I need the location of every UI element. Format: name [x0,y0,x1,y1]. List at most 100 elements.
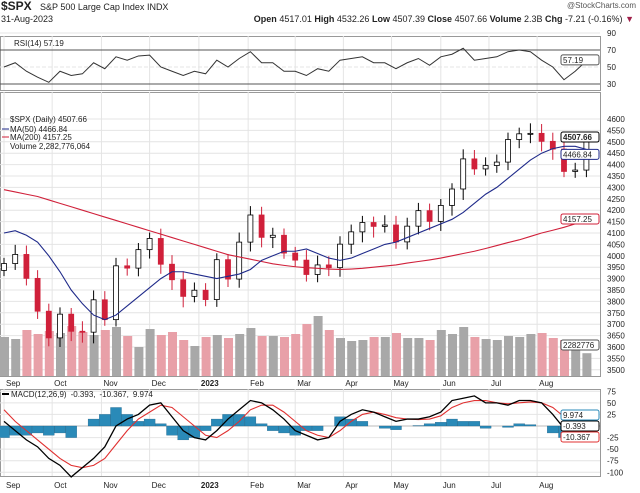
volume-bar [313,316,323,376]
volume-bar [67,326,77,376]
candle-body [325,264,332,269]
volume-bar [134,347,144,376]
macd-histogram-bar [423,423,436,427]
macd-tick-label: -100 [607,468,624,477]
volume-bar [179,340,189,376]
volume-bar [78,332,88,376]
candle-body [538,132,545,142]
low-value: 4507.39 [392,14,426,24]
last-label-close-box [560,131,600,143]
x-tick-label: May [394,379,409,388]
candle-body [527,132,534,135]
candle-body [157,238,164,265]
volume-bar [268,336,278,376]
candle-body [572,169,579,172]
candle-body [258,214,265,238]
volume-bar [481,339,491,376]
x-tick-label-bottom: Oct [54,481,67,490]
open-label: Open [253,14,277,24]
price-tick-label: 3850 [607,286,625,295]
macd-histogram-bar [31,425,44,434]
rsi-legend: RSI(14) 57.19 [14,39,64,48]
candle-body [247,214,254,243]
rsi-last-label: 57.19 [563,56,584,65]
x-tick-label-bottom: May [394,481,409,490]
last-label-volume: 2282776 [563,341,595,350]
volume-bar [369,337,379,376]
macd-histogram-bar [0,425,10,438]
price-tick-label: 3750 [607,309,625,318]
macd-histogram-bar [468,421,481,427]
macd-histogram-bar [255,423,268,427]
price-tick-label: 3950 [607,263,625,272]
candle-body [460,158,467,190]
rsi-tick-label: 90 [607,29,616,38]
volume-bar [392,333,401,376]
macd-last-label-macd: -0.393 [563,422,586,431]
candle-body [236,241,243,280]
macd-histogram-bar [479,425,492,429]
index-name: S&P 500 Large Cap Index [40,2,145,12]
macd-histogram-bar [177,425,189,441]
macd-signal-line [3,399,587,469]
volume-bar [224,338,233,376]
volume-bar [504,336,513,376]
volume-bar [470,337,480,376]
x-tick-label-bottom: Dec [152,481,166,490]
volume-bar [380,337,390,376]
macd-tick-label: 75 [607,387,616,396]
candle-body [113,265,119,321]
candle-body [516,133,523,140]
x-tick-label-bottom: Feb [250,481,264,490]
volume-label: Volume [489,14,522,24]
x-tick-label-bottom: 2023 [201,481,219,490]
volume-bar [537,333,547,376]
candle-body [314,264,321,275]
rsi-tick-label: 50 [607,63,616,72]
price-tick-label: 3500 [607,366,625,375]
candle-body [471,158,478,170]
macd-legend-hist: 9.974 [133,390,154,399]
candle-body [381,224,388,227]
panel-price [0,92,601,377]
candle-body [292,252,299,261]
macd-histogram-bar [99,414,111,427]
macd-histogram-bar [166,425,178,436]
x-tick-label: Apr [345,379,358,388]
volume-bar [571,340,581,376]
volume-legend: Volume 2,282,776,064 [10,142,91,151]
last-label-ma200: 4157.25 [563,215,592,224]
x-tick-label: Mar [297,379,311,388]
macd-histogram-bar [199,425,212,431]
candle-body [23,254,30,279]
candle-body [449,188,455,206]
candle-body [124,265,131,269]
candle-body [213,259,220,300]
macd-last-label-hist: 9.974 [563,411,584,420]
volume-bar [302,324,312,376]
low-label: Low [371,14,390,24]
candle-body [191,289,198,297]
last-label-ma50-box [560,148,600,160]
x-tick-label: Feb [250,379,264,388]
x-tick-label-bottom: Sep [6,481,21,490]
price-tick-label: 4500 [607,138,625,147]
last-label-close: 4507.66 [563,133,592,142]
price-tick-label: 3700 [607,320,625,329]
volume-bar [168,332,177,376]
x-tick-label-bottom: Nov [103,481,117,490]
panel-rsi [0,36,601,91]
candle-body [348,231,355,245]
price-tick-label: 4250 [607,195,625,204]
volume-bar [560,340,569,376]
last-label-volume-box [560,339,600,351]
volume-bar [526,334,536,376]
price-tick-label: 3600 [607,343,625,352]
volume-bar [56,333,65,376]
macd-histogram-bar [233,414,245,427]
volume-bar [235,334,245,376]
x-tick-label: Oct [54,379,67,388]
x-tick-label-bottom: Jun [443,481,456,490]
rsi-tick-label: 70 [607,46,616,55]
